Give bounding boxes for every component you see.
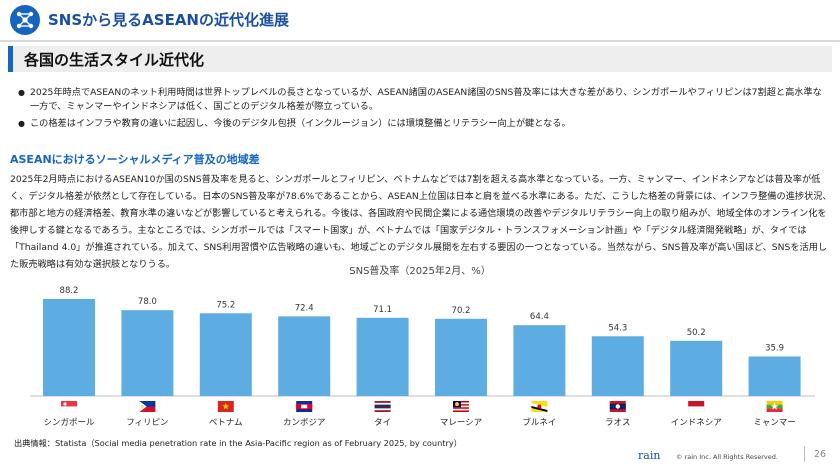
laos-flag-icon: [609, 401, 626, 412]
cambodia-flag-icon: [296, 401, 313, 412]
bar-7: [591, 336, 644, 396]
bar-4: [356, 317, 409, 396]
network-icon: [10, 5, 40, 35]
data-label-2: 75.2: [216, 300, 235, 310]
source-note: 出典情報：Statista（Social media penetration r…: [14, 438, 462, 448]
copyright: © rain Inc. All Rights Reserved.: [676, 453, 778, 461]
bar-2: [199, 313, 252, 396]
data-label-1: 78.0: [138, 297, 157, 307]
subsection-body: 2025年2月時点におけるASEAN10か国のSNS普及率を見ると、シンガポール…: [10, 174, 832, 270]
summary-bullets: 2025年時点でASEANのネット利用時間は世界トップレベルの長さとなっているが…: [18, 86, 828, 134]
bar-chart: 88.2 シンガポール 78.0 フィリピン 75.2 ベトナム 72.4 カンボジア 71.1…: [30, 286, 815, 428]
category-label-3: カンボジア: [283, 418, 326, 428]
data-label-0: 88.2: [60, 286, 79, 296]
singapore-flag-icon: [60, 401, 78, 413]
malaysia-flag-icon: [453, 401, 469, 412]
header-title: SNSから見るASEANの近代化進展: [48, 11, 289, 29]
data-label-4: 71.1: [373, 305, 392, 315]
bar-9: [748, 356, 801, 396]
section-accent: [8, 46, 13, 72]
category-label-9: ミャンマー: [753, 418, 796, 428]
vietnam-flag-icon: [217, 401, 234, 412]
category-label-7: ラオス: [605, 418, 631, 428]
data-label-5: 70.2: [452, 306, 471, 316]
bar-1: [121, 310, 174, 396]
brunei-flag-icon: [531, 401, 548, 412]
data-label-7: 54.3: [608, 323, 627, 333]
header-divider: [0, 40, 840, 42]
footer-divider: [804, 446, 805, 462]
bar-0: [43, 298, 95, 396]
data-label-9: 35.9: [765, 344, 784, 354]
myanmar-flag-icon: [766, 401, 783, 412]
data-label-3: 72.4: [295, 303, 314, 313]
category-label-0: シンガポール: [43, 417, 95, 428]
indonesia-flag-icon: [688, 401, 705, 413]
data-label-6: 64.4: [530, 312, 549, 322]
thailand-flag-icon: [374, 401, 391, 412]
bar-3: [278, 316, 331, 396]
section-bar: 各国の生活スタイル近代化: [8, 46, 832, 72]
bullet-item: この格差はインフラや教育の違いに起因し、今後のデジタル包摂（インクルージョン）に…: [18, 117, 828, 131]
category-label-2: ベトナム: [209, 418, 243, 428]
page-number: 26: [814, 449, 827, 460]
bullet-item: 2025年時点でASEANのネット利用時間は世界トップレベルの長さとなっているが…: [18, 86, 828, 114]
section-title: 各国の生活スタイル近代化: [24, 51, 205, 69]
bar-8: [670, 340, 723, 396]
category-label-5: マレーシア: [440, 418, 482, 428]
category-label-4: タイ: [374, 418, 391, 428]
bar-6: [513, 325, 566, 396]
subsection-title: ASEANにおけるソーシャルメディア普及の地域差: [10, 153, 260, 166]
bar-5: [435, 318, 487, 396]
rain-logo: rain: [638, 449, 661, 462]
philippines-flag-icon: [139, 401, 156, 412]
category-label-1: フィリピン: [126, 418, 168, 428]
data-label-8: 50.2: [687, 328, 706, 338]
category-label-6: ブルネイ: [522, 417, 556, 428]
chart-title: SNS普及率（2025年2月、%）: [349, 266, 491, 277]
category-label-8: インドネシア: [671, 418, 722, 428]
header: SNSから見るASEANの近代化進展: [0, 0, 840, 40]
